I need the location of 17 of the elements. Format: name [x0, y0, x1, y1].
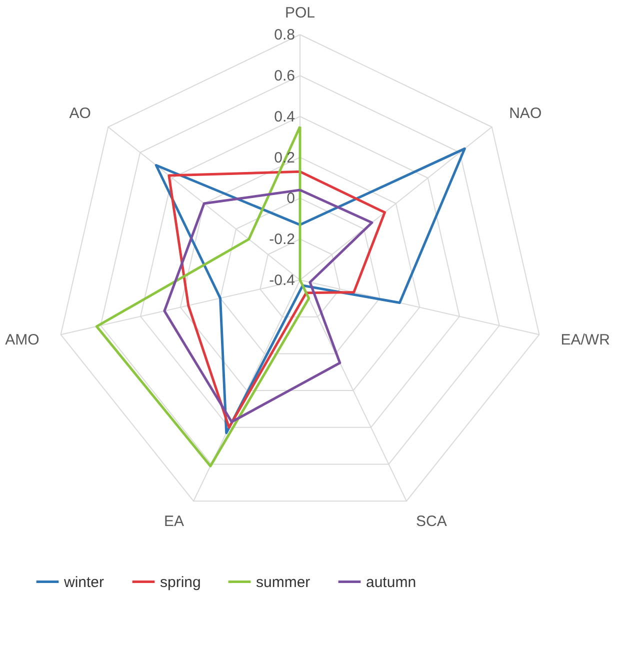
- y-tick-label: 0.4: [274, 108, 295, 126]
- spoke-label: EA: [164, 512, 184, 530]
- legend-label: spring: [160, 574, 201, 591]
- spoke-label: AMO: [5, 332, 40, 349]
- legend-label: winter: [63, 574, 104, 591]
- spoke-label: NAO: [509, 105, 542, 122]
- y-tick-label: -0.4: [269, 272, 295, 289]
- y-tick-label: -0.2: [269, 231, 295, 248]
- spoke-label: AO: [69, 105, 91, 122]
- spoke-label: EA/WR: [560, 332, 610, 349]
- legend-label: summer: [256, 574, 310, 591]
- y-tick-label: 0.6: [274, 68, 295, 85]
- y-tick-label: 0: [286, 190, 295, 208]
- y-tick-label: 0.8: [274, 26, 295, 44]
- spoke-label: SCA: [416, 512, 447, 530]
- legend-label: autumn: [366, 574, 416, 591]
- spoke-label: POL: [284, 4, 316, 22]
